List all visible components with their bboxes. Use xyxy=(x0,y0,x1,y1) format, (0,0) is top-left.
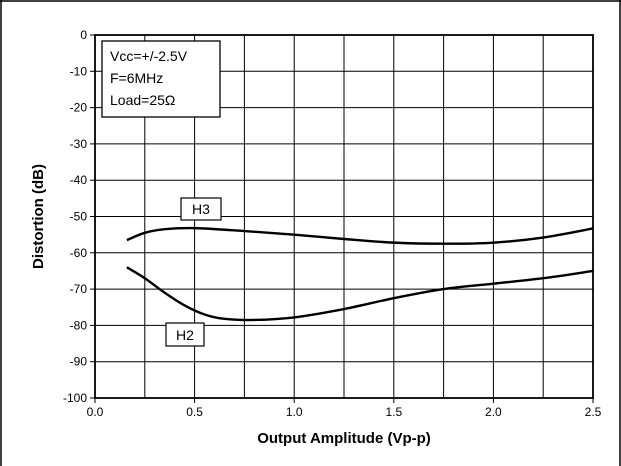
y-axis-title: Distortion (dB) xyxy=(30,164,47,269)
y-tick-label: -50 xyxy=(70,210,88,224)
y-tick-label: -100 xyxy=(63,391,87,405)
condition-load: Load=25Ω xyxy=(110,92,175,108)
x-tick-label: 0.0 xyxy=(87,405,104,419)
y-tick-label: 0 xyxy=(80,28,87,42)
y-tick-label: -30 xyxy=(70,137,88,151)
y-tick-label: -80 xyxy=(70,318,88,332)
series-line-h2 xyxy=(126,266,594,322)
x-tick-label: 0.5 xyxy=(186,405,203,419)
y-tick-label: -20 xyxy=(70,101,88,115)
x-tick-label: 1.5 xyxy=(385,405,402,419)
h2-label-box xyxy=(165,322,205,347)
y-tick-label: -10 xyxy=(70,64,88,78)
h2-callout: H2 xyxy=(165,322,205,347)
y-tick-label: -40 xyxy=(70,173,88,187)
series-lines xyxy=(126,226,594,322)
h3-label-box xyxy=(180,197,222,221)
x-tick-label: 1.0 xyxy=(286,405,303,419)
plot-area-frame xyxy=(94,34,594,399)
h3-callout: H3 xyxy=(180,197,222,221)
x-axis-title: Output Amplitude (Vp-p) xyxy=(257,430,431,447)
h2-label: H2 xyxy=(176,327,194,343)
y-tick-label: -70 xyxy=(70,282,88,296)
condition-frequency: F=6MHz xyxy=(110,70,163,86)
conditions-box: Vcc=+/-2.5V F=6MHz Load=25Ω xyxy=(101,40,221,118)
x-tick-label: 2.5 xyxy=(585,405,602,419)
series-line-h3 xyxy=(126,226,594,245)
conditions-box-border xyxy=(101,40,221,118)
y-tick-label: -90 xyxy=(70,355,88,369)
h3-label: H3 xyxy=(192,201,210,217)
condition-supply: Vcc=+/-2.5V xyxy=(110,48,188,64)
y-tick-label: -60 xyxy=(70,246,88,260)
x-tick-label: 2.0 xyxy=(485,405,502,419)
